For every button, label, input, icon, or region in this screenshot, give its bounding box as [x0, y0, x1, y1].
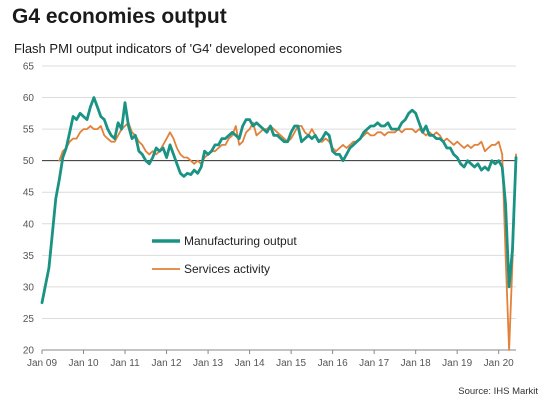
y-tick-label: 50 [23, 156, 35, 167]
y-tick-label: 25 [23, 314, 35, 325]
legend-label: Services activity [184, 262, 270, 276]
x-tick-label: Jan 15 [276, 358, 306, 369]
x-tick-label: Jan 18 [401, 358, 431, 369]
chart-title: G4 economies output [12, 5, 227, 28]
x-tick-label: Jan 20 [484, 358, 514, 369]
source-note: Source: IHS Markit [458, 386, 538, 397]
x-tick-label: Jan 10 [69, 358, 99, 369]
x-tick-label: Jan 16 [318, 358, 348, 369]
y-tick-label: 20 [23, 346, 35, 357]
y-tick-label: 40 [23, 219, 35, 230]
x-tick-label: Jan 12 [152, 358, 182, 369]
x-axis: Jan 09 Jan 10 Jan 11 Jan 12 Jan 13 Jan 14 Jan … [27, 349, 516, 369]
y-tick-label: 55 [23, 125, 35, 136]
x-tick-label: Jan 17 [359, 358, 389, 369]
y-tick-label: 60 [23, 93, 35, 104]
y-tick-label: 45 [23, 188, 35, 199]
x-tick-label: Jan 09 [27, 358, 57, 369]
x-tick-label: Jan 14 [235, 358, 265, 369]
y-tick-label: 35 [23, 251, 35, 262]
x-tick-label: Jan 13 [193, 358, 223, 369]
y-tick-label: 30 [23, 282, 35, 293]
x-tick-label: Jan 11 [110, 358, 140, 369]
y-axis: 20 25 30 35 40 45 50 55 60 65 [23, 62, 35, 357]
series-lines [40, 96, 518, 351]
gridlines [42, 65, 516, 319]
y-tick-label: 65 [23, 62, 35, 73]
legend: Manufacturing output Services activity [152, 234, 297, 276]
legend-label: Manufacturing output [184, 234, 297, 248]
x-tick-label: Jan 19 [442, 358, 472, 369]
series-line-manufacturing [40, 96, 518, 305]
chart-subtitle: Flash PMI output indicators of 'G4' deve… [14, 41, 342, 56]
